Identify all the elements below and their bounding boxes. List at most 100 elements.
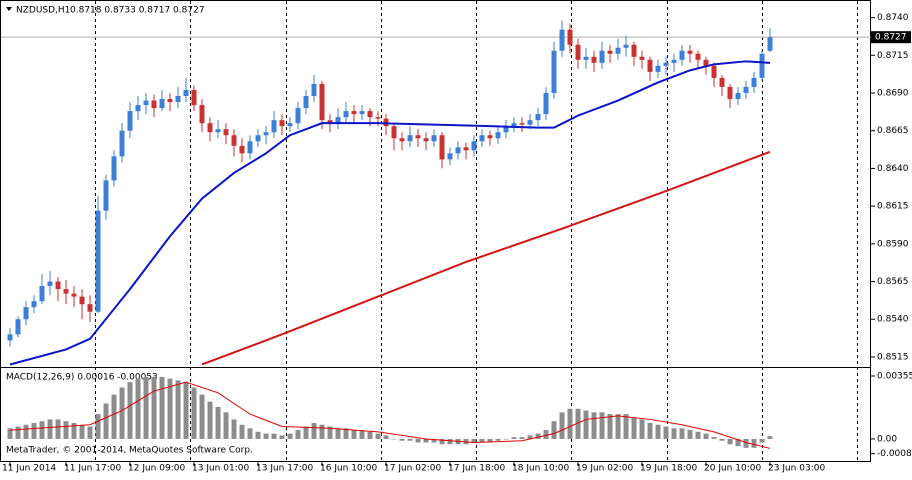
macd-bar <box>151 376 157 439</box>
candle-body <box>263 132 269 136</box>
macd-bar <box>535 433 541 439</box>
x-tick-label: 13 Jun 01:00 <box>192 464 249 474</box>
macd-bar <box>679 428 685 439</box>
candle-body <box>119 130 125 157</box>
macd-bar <box>55 419 61 439</box>
macd-bar <box>727 438 733 445</box>
macd-bar <box>119 387 125 439</box>
macd-bar <box>183 382 189 439</box>
candle-body <box>511 123 517 127</box>
macd-bar <box>367 431 373 439</box>
candle-body <box>735 92 741 100</box>
candle-body <box>135 105 141 112</box>
macd-bar <box>375 433 381 439</box>
macd-bar <box>695 431 701 439</box>
x-tick-label: 11 Jun 2014 <box>2 464 56 474</box>
macd-bar <box>31 422 37 439</box>
macd-bar <box>215 407 221 439</box>
macd-y-tick-label: 0.00355 <box>877 371 912 381</box>
candle-body <box>695 53 701 60</box>
candle-body <box>495 132 501 139</box>
macd-bar <box>439 438 445 445</box>
menu-arrow[interactable] <box>6 7 12 11</box>
macd-bar <box>559 412 565 439</box>
macd-bar <box>143 376 149 439</box>
candle-body <box>127 111 133 131</box>
candle-body <box>215 129 221 133</box>
macd-bar <box>95 414 101 439</box>
candle-body <box>31 301 37 308</box>
candle-body <box>247 141 253 154</box>
candle-body <box>535 114 541 121</box>
macd-bar <box>7 428 13 439</box>
macd-bar <box>335 428 341 439</box>
candle-body <box>575 44 581 60</box>
candle-body <box>375 117 381 119</box>
indicator-line <box>201 150 771 366</box>
candle-body <box>439 135 445 160</box>
candle-body <box>671 59 677 63</box>
candle-body <box>95 210 101 312</box>
candle-body <box>207 123 213 133</box>
macd-bar <box>423 438 429 443</box>
macd-y-tick-label: 0.00 <box>877 434 897 444</box>
macd-bar <box>647 422 653 439</box>
candle-body <box>351 111 357 115</box>
macd-bar <box>111 394 117 439</box>
macd-bar <box>23 424 29 439</box>
candle-body <box>79 296 85 305</box>
candle-body <box>655 65 661 72</box>
macd-bar <box>39 421 45 439</box>
candle-body <box>151 100 157 109</box>
candle-body <box>463 147 469 151</box>
macd-bar <box>703 433 709 439</box>
macd-bar <box>599 412 605 439</box>
candle-body <box>399 138 405 142</box>
candle-body <box>55 281 61 290</box>
macd-bar <box>391 438 397 440</box>
macd-bar <box>543 430 549 439</box>
macd-bar <box>311 422 317 439</box>
candle-body <box>487 135 493 139</box>
candle-body <box>743 86 749 93</box>
macd-bar <box>415 438 421 443</box>
indicator-line <box>9 381 771 449</box>
macd-bar <box>343 428 349 439</box>
candle-body <box>623 44 629 48</box>
candle-body <box>159 99 165 109</box>
macd-bar <box>239 424 245 439</box>
macd-bar <box>687 430 693 439</box>
candle-body <box>551 50 557 93</box>
macd-bar <box>231 419 237 439</box>
candle-body <box>279 120 285 127</box>
candle-body <box>191 89 197 106</box>
y-tick-label: 0.8615 <box>877 202 909 212</box>
y-tick-label: 0.8740 <box>877 13 909 23</box>
macd-bar <box>271 433 277 439</box>
macd-bar <box>567 408 573 439</box>
candle-body <box>303 96 309 109</box>
macd-bar <box>303 426 309 439</box>
candle-body <box>335 117 341 124</box>
candle-body <box>231 135 237 146</box>
footer: MetaTrader, © 2001-2014, MetaQuotes Soft… <box>6 446 253 456</box>
current-price-label: 0.8727 <box>875 33 907 43</box>
candle-body <box>359 111 365 115</box>
macd-bar <box>295 430 301 439</box>
macd-bar <box>191 387 197 439</box>
macd-bar <box>719 438 725 441</box>
candle-body <box>759 53 765 78</box>
candle-body <box>143 100 149 106</box>
candle-body <box>23 307 29 320</box>
macd-bar <box>623 414 629 439</box>
macd-bar <box>167 378 173 439</box>
macd-bar <box>471 438 477 443</box>
macd-bar <box>407 438 413 441</box>
macd-bar <box>447 438 453 445</box>
candle-body <box>599 50 605 63</box>
macd-bar <box>519 437 525 439</box>
macd-bar <box>511 437 517 439</box>
candle-body <box>167 99 173 103</box>
macd-bar <box>495 438 501 441</box>
